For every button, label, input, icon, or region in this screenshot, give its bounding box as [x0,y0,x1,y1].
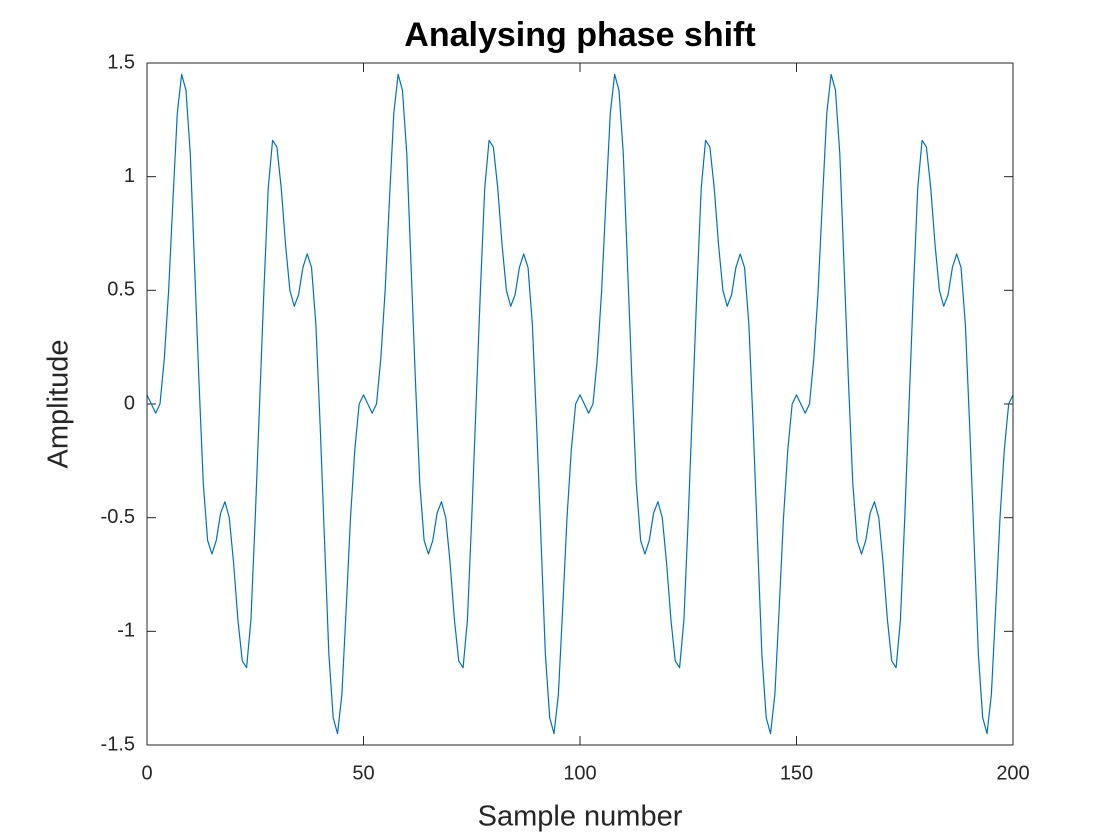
axes-box [146,62,1014,746]
y-tick-label: 1.5 [107,51,135,73]
x-axis-label: Sample number [478,801,683,833]
y-axis-label: Amplitude [43,340,75,469]
y-tick-label: -0.5 [101,506,135,528]
data-line [146,73,1014,735]
x-tick-label: 200 [996,762,1029,784]
x-tick-label: 100 [563,762,596,784]
y-tick-label: -1 [117,620,135,642]
y-tick-label: 0 [124,392,135,414]
x-tick-label: 50 [352,762,374,784]
x-tick-label: 150 [780,762,813,784]
x-tick-label: 0 [141,762,152,784]
y-tick-label: 0.5 [107,279,135,301]
y-tick-label: 1 [124,165,135,187]
y-tick-label: -1.5 [101,733,135,755]
chart-title: Analysing phase shift [404,16,755,54]
